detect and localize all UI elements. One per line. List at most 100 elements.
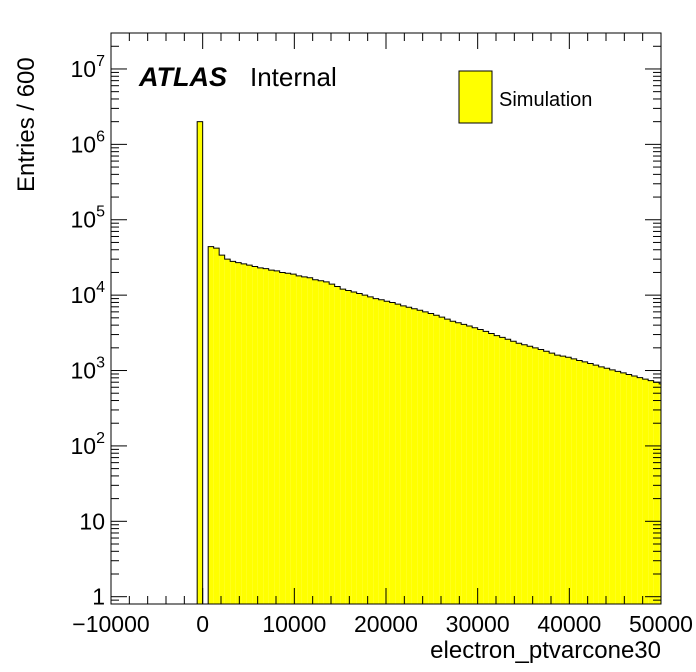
histogram-bin [521, 344, 528, 604]
y-tick-label: 105 [71, 204, 106, 233]
histogram-bin [543, 351, 550, 604]
histogram-bin [268, 270, 275, 604]
histogram-bin [417, 310, 423, 604]
histogram-bin [659, 383, 661, 604]
histogram-bin [257, 267, 264, 604]
y-tick-label: 103 [71, 355, 106, 384]
x-tick-label: 30000 [446, 611, 510, 637]
histogram-bin [389, 302, 396, 604]
histogram-bin [428, 313, 434, 604]
histogram-bin [439, 317, 445, 604]
histogram-bin [554, 355, 561, 604]
y-tick-label: 10 [79, 508, 105, 534]
histogram-bin [285, 273, 291, 604]
histogram-bin [367, 296, 374, 604]
histogram-bin [571, 358, 577, 604]
histogram-bin [461, 324, 467, 604]
histogram-bin [505, 339, 511, 604]
histogram-bin [406, 307, 412, 604]
histogram-bin [411, 308, 418, 604]
histogram-bin [582, 361, 588, 604]
histogram-bin [252, 266, 258, 604]
histogram-bin [538, 349, 544, 604]
histogram-bin [323, 281, 330, 604]
histogram-bin [279, 272, 286, 604]
histogram-bin [395, 304, 401, 604]
histogram-bin [494, 335, 500, 604]
histogram-bin [329, 284, 335, 604]
histogram-bin [609, 369, 616, 604]
histogram-bin [593, 365, 599, 604]
histogram-bin [196, 121, 204, 605]
x-axis-title: electron_ptvarcone30 [430, 637, 661, 664]
histogram-bin [230, 261, 236, 604]
histogram-bin [631, 376, 638, 604]
histogram-bin [598, 366, 605, 604]
histogram-bin [477, 329, 484, 604]
x-tick-label: 0 [196, 611, 209, 637]
histogram-bin [642, 379, 649, 604]
histogram-bin [400, 305, 407, 604]
histogram-bin [384, 301, 390, 604]
histogram-bin [362, 295, 368, 604]
histogram-bin [637, 377, 643, 604]
y-tick-label: 106 [71, 128, 106, 157]
histogram-bin [208, 246, 214, 605]
histogram-bars [196, 121, 662, 605]
histogram-bin [334, 286, 341, 604]
histogram-bin [626, 374, 632, 604]
histogram-bin [604, 368, 610, 604]
legend-swatch [458, 70, 493, 124]
x-tick-label: 10000 [262, 611, 326, 637]
histogram-bin [224, 259, 231, 604]
y-tick-label: 1 [92, 584, 105, 610]
histogram-bin [653, 382, 660, 604]
histogram-bin [549, 353, 555, 604]
plot-frame [110, 32, 662, 605]
histogram-bin [307, 277, 313, 604]
x-tick-label: 20000 [354, 611, 418, 637]
histogram-bin [241, 263, 247, 604]
histogram-bin [576, 360, 583, 604]
histogram-bin [340, 289, 346, 604]
y-tick-labels: 1 10 102 103 104 105 106 107 [71, 53, 106, 610]
histogram-bin [472, 327, 478, 604]
histogram-bin [378, 299, 385, 604]
histogram-outline [207, 246, 662, 604]
histogram-bin [488, 333, 495, 604]
histogram-bin [532, 347, 539, 604]
histogram-bin [433, 315, 440, 604]
status-label: Internal [250, 62, 337, 92]
histogram-bin [296, 275, 302, 604]
histogram-bin [466, 325, 473, 604]
y-tick-label: 104 [71, 279, 106, 308]
histogram-bin [516, 343, 522, 604]
histogram-bin [213, 248, 220, 604]
y-axis-title: Entries / 600 [13, 57, 40, 192]
histogram-bin [510, 341, 517, 604]
x-tick-label: 40000 [537, 611, 601, 637]
x-tick-labels: −10000 0 10000 20000 30000 40000 50000 [72, 611, 693, 637]
histogram-bin [274, 270, 280, 604]
y-tick-label: 107 [71, 53, 106, 82]
histogram-bin [351, 292, 357, 604]
histogram-bin [263, 268, 269, 604]
histogram-bin [444, 319, 451, 604]
histogram-bin [356, 293, 363, 604]
y-tick-label: 102 [71, 430, 106, 459]
legend-label: Simulation [499, 89, 592, 111]
x-tick-label: 50000 [629, 611, 693, 637]
x-tick-label: −10000 [72, 611, 149, 637]
histogram-bin [620, 372, 627, 604]
histogram-bin [301, 276, 308, 604]
histogram-bin [527, 346, 533, 604]
histogram-bin [615, 371, 621, 604]
histogram-bin [312, 279, 319, 604]
experiment-label: ATLAS [138, 62, 227, 92]
histogram-bin [499, 337, 506, 604]
histogram-bin [219, 255, 225, 604]
histogram-bin [483, 331, 489, 604]
legend: Simulation [458, 70, 592, 124]
histogram-bin [345, 290, 352, 604]
